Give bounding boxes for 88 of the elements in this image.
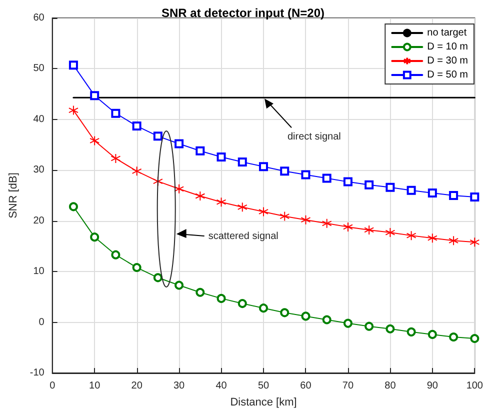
point <box>174 280 184 290</box>
point <box>428 330 437 339</box>
x-tick-label: 30 <box>173 380 186 392</box>
point <box>110 153 121 164</box>
x-tick-label: 40 <box>216 380 228 392</box>
point <box>322 218 332 228</box>
y-tick-label: 60 <box>33 12 45 24</box>
point <box>449 332 458 342</box>
point <box>153 132 162 141</box>
point <box>427 233 438 244</box>
point <box>343 318 352 328</box>
point <box>364 224 374 235</box>
point <box>386 182 395 192</box>
y-tick-label: 0 <box>38 316 45 328</box>
point <box>280 166 290 176</box>
point <box>342 222 353 232</box>
point <box>132 122 142 131</box>
point <box>322 315 332 324</box>
point <box>196 146 205 156</box>
point <box>196 288 205 297</box>
y-tick-label: 20 <box>33 215 45 226</box>
point <box>68 202 78 212</box>
legend-label: D = 50 m <box>427 70 468 80</box>
point <box>111 108 120 118</box>
x-tick-label: 80 <box>384 380 396 392</box>
point <box>237 202 248 212</box>
point <box>364 180 374 190</box>
point <box>322 174 332 183</box>
x-tick-label: 20 <box>131 380 143 392</box>
point <box>280 211 290 222</box>
point <box>216 294 226 303</box>
point <box>470 334 480 344</box>
point <box>174 184 184 194</box>
legend-label: D = 10 m <box>427 42 468 52</box>
point <box>343 177 352 186</box>
legend-label: D = 30 m <box>427 56 468 66</box>
point <box>386 324 395 334</box>
y-axis-title: SNR [dB] <box>8 172 20 218</box>
point <box>449 191 458 200</box>
annotation: scattered signal <box>208 231 278 242</box>
point <box>406 230 416 241</box>
x-tick-label: 90 <box>426 380 438 392</box>
point <box>90 232 100 242</box>
point <box>406 186 416 195</box>
point <box>259 162 268 172</box>
x-tick-label: 50 <box>258 380 270 392</box>
point <box>448 236 459 246</box>
y-tick-label: 30 <box>33 164 45 176</box>
x-tick-label: 60 <box>300 380 312 392</box>
point <box>132 166 142 176</box>
point <box>216 152 226 162</box>
point <box>470 192 480 202</box>
point <box>90 136 100 146</box>
chart-title: SNR at detector input (N=20) <box>161 6 325 20</box>
x-tick-label: 70 <box>342 380 354 392</box>
point <box>300 214 311 225</box>
point <box>68 60 78 70</box>
point <box>132 263 142 272</box>
point <box>152 176 163 186</box>
point <box>428 188 437 198</box>
x-tick-label: 10 <box>89 380 101 392</box>
point <box>470 237 480 248</box>
point <box>364 322 374 331</box>
point <box>90 91 100 100</box>
point <box>216 197 226 208</box>
point <box>111 250 120 260</box>
point <box>406 327 416 336</box>
x-tick-label: 0 <box>50 380 56 392</box>
x-axis-title: Distance [km] <box>230 396 297 408</box>
point <box>280 308 290 318</box>
y-tick-label: -10 <box>30 368 45 378</box>
y-tick-label: 50 <box>33 63 45 74</box>
legend-label: no target <box>427 28 467 38</box>
point <box>153 273 162 282</box>
point <box>195 191 206 202</box>
point <box>238 299 247 308</box>
point <box>259 304 268 313</box>
point <box>68 105 78 116</box>
y-tick-label: 10 <box>33 266 45 278</box>
x-tick-label: 100 <box>466 380 484 392</box>
point <box>301 170 310 180</box>
point <box>238 158 247 167</box>
y-tick-label: 40 <box>33 114 45 125</box>
annotation: direct signal <box>288 132 341 143</box>
point <box>174 139 184 148</box>
point <box>385 228 396 238</box>
point <box>301 312 310 321</box>
point <box>258 206 269 217</box>
